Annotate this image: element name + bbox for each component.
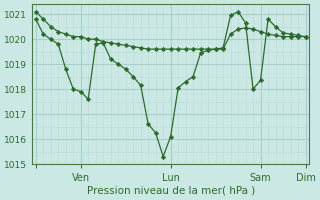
X-axis label: Pression niveau de la mer( hPa ): Pression niveau de la mer( hPa ) (86, 186, 255, 196)
